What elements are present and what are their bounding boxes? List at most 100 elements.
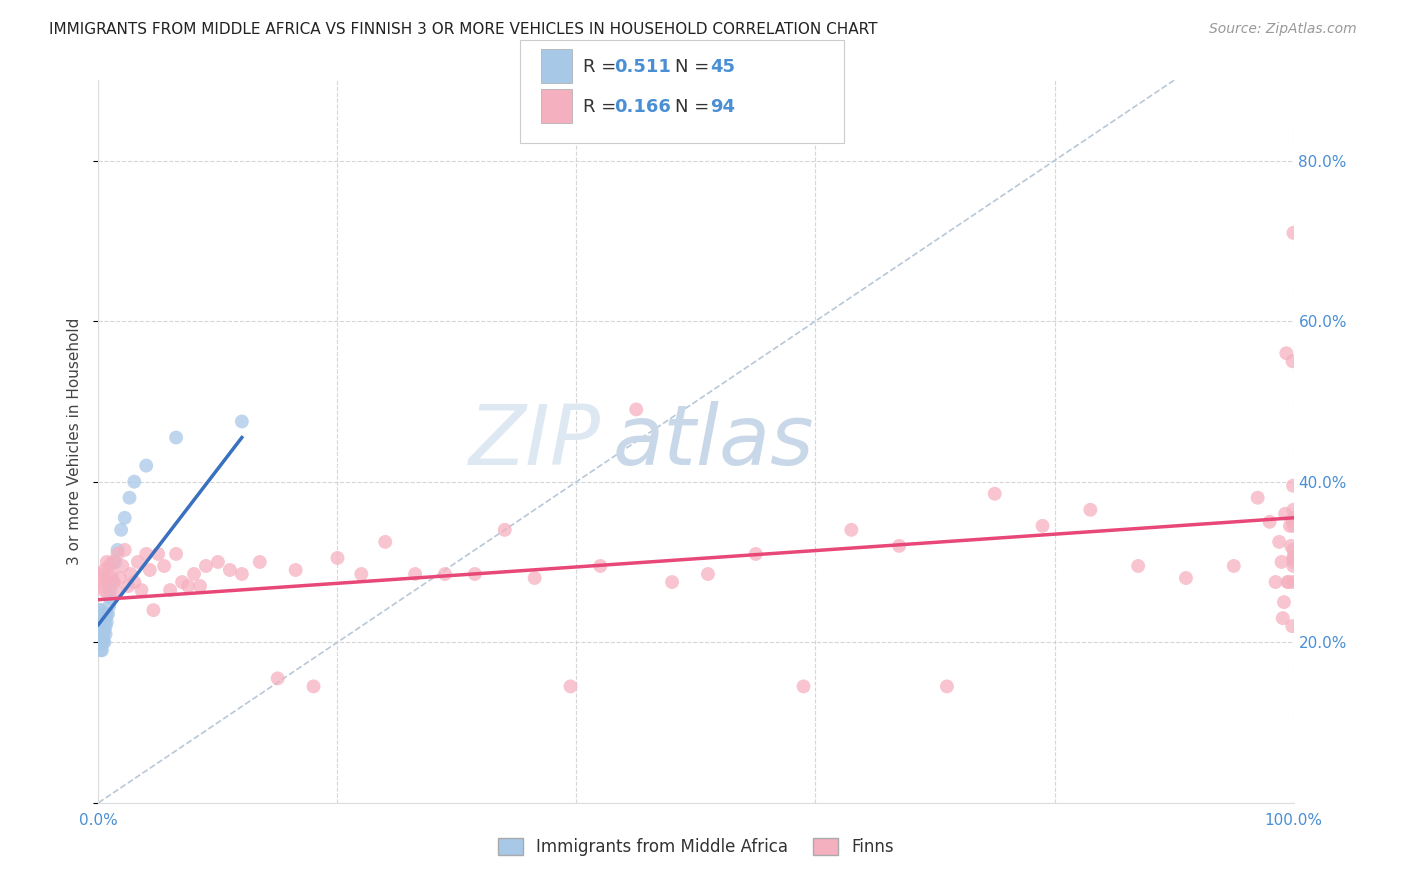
- Point: [188, 579, 211, 593]
- Point: [89, 603, 111, 617]
- Point: [1080, 502, 1102, 516]
- Point: [107, 542, 129, 557]
- Text: N =: N =: [675, 98, 709, 116]
- Point: [107, 547, 129, 561]
- Point: [91, 611, 114, 625]
- Point: [1282, 518, 1305, 533]
- Point: [135, 458, 157, 473]
- Point: [104, 555, 127, 569]
- Point: [114, 510, 136, 524]
- Point: [98, 558, 121, 574]
- Point: [118, 491, 141, 505]
- Point: [93, 635, 115, 649]
- Point: [89, 635, 111, 649]
- Point: [93, 615, 115, 630]
- Point: [267, 671, 290, 685]
- Point: [434, 567, 457, 582]
- Point: [284, 563, 307, 577]
- Point: [91, 635, 114, 649]
- Point: [374, 534, 396, 549]
- Point: [91, 571, 114, 585]
- Point: [1281, 515, 1303, 529]
- Point: [1282, 558, 1305, 574]
- Point: [326, 550, 349, 566]
- Point: [91, 627, 114, 641]
- Point: [91, 627, 114, 641]
- Text: ZIP: ZIP: [468, 401, 600, 482]
- Point: [1282, 550, 1305, 566]
- Point: [89, 611, 111, 625]
- Point: [91, 611, 114, 625]
- Point: [1282, 550, 1305, 566]
- Point: [1282, 555, 1305, 569]
- Point: [124, 574, 146, 589]
- Point: [94, 574, 117, 589]
- Point: [117, 579, 139, 593]
- Point: [91, 635, 114, 649]
- Text: 0.166: 0.166: [614, 98, 671, 116]
- Point: [94, 611, 117, 625]
- Point: [108, 571, 131, 585]
- Point: [1274, 507, 1296, 521]
- Text: atlas: atlas: [613, 401, 814, 482]
- Point: [1277, 574, 1299, 589]
- Point: [249, 555, 271, 569]
- Point: [219, 563, 242, 577]
- Point: [131, 583, 153, 598]
- Point: [98, 591, 122, 605]
- Point: [91, 619, 114, 633]
- Point: [148, 547, 170, 561]
- Point: [94, 627, 117, 641]
- Point: [93, 607, 115, 621]
- Point: [120, 567, 142, 582]
- Point: [96, 607, 118, 621]
- Point: [90, 635, 112, 649]
- Point: [165, 430, 187, 444]
- Point: [159, 583, 181, 598]
- Point: [697, 567, 720, 582]
- Point: [560, 680, 582, 694]
- Point: [302, 680, 325, 694]
- Point: [90, 603, 112, 617]
- Point: [101, 555, 124, 569]
- Point: [1282, 574, 1305, 589]
- Point: [984, 486, 1007, 500]
- Point: [1282, 542, 1305, 557]
- Point: [110, 523, 132, 537]
- Point: [1281, 619, 1303, 633]
- Point: [1282, 510, 1305, 524]
- Point: [93, 563, 115, 577]
- Point: [142, 603, 165, 617]
- Point: [1175, 571, 1198, 585]
- Point: [1275, 346, 1298, 360]
- Point: [1272, 595, 1295, 609]
- Point: [96, 615, 118, 630]
- Point: [90, 579, 112, 593]
- Point: [183, 567, 205, 582]
- Point: [1264, 574, 1286, 589]
- Point: [100, 567, 122, 582]
- Point: [1282, 478, 1305, 492]
- Point: [105, 583, 128, 598]
- Text: 94: 94: [710, 98, 735, 116]
- Point: [90, 611, 112, 625]
- Legend: Immigrants from Middle Africa, Finns: Immigrants from Middle Africa, Finns: [491, 831, 901, 863]
- Point: [91, 643, 114, 657]
- Point: [1281, 354, 1303, 368]
- Point: [195, 558, 218, 574]
- Point: [165, 547, 187, 561]
- Point: [90, 627, 112, 641]
- Text: 0.511: 0.511: [614, 58, 671, 76]
- Point: [127, 555, 149, 569]
- Point: [1271, 611, 1294, 625]
- Point: [111, 558, 134, 574]
- Point: [1271, 555, 1294, 569]
- Point: [91, 619, 114, 633]
- Point: [589, 558, 612, 574]
- Point: [1282, 502, 1305, 516]
- Point: [96, 555, 118, 569]
- Point: [1032, 518, 1054, 533]
- Text: R =: R =: [583, 98, 617, 116]
- Point: [1128, 558, 1150, 574]
- Point: [936, 680, 959, 694]
